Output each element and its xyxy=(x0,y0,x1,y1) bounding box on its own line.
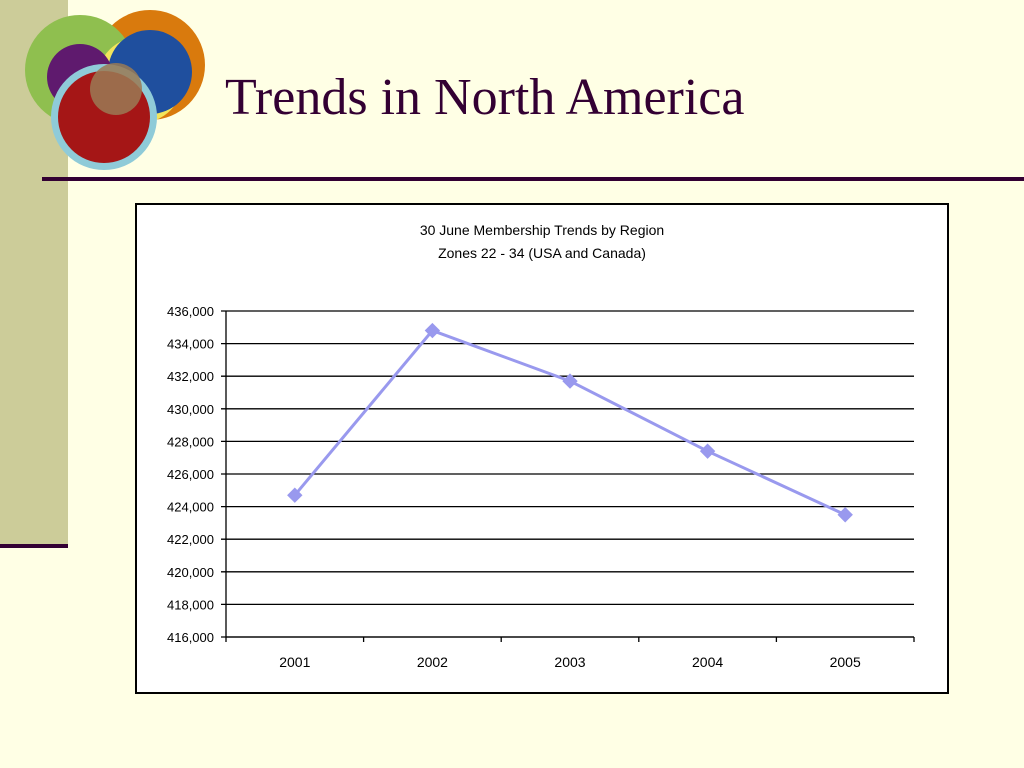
x-tick-labels: 2001 2002 2003 2004 2005 xyxy=(279,654,861,670)
series-layer xyxy=(287,322,853,523)
title-rule xyxy=(42,177,1024,181)
chart-subtitle: Zones 22 - 34 (USA and Canada) xyxy=(438,245,646,261)
axes xyxy=(225,311,915,642)
y-tick-label: 426,000 xyxy=(167,467,214,482)
data-point-marker xyxy=(287,487,303,503)
x-tick-label: 2005 xyxy=(830,654,861,670)
y-tick-label: 428,000 xyxy=(167,434,214,449)
membership-line-chart: 30 June Membership Trends by Region Zone… xyxy=(167,222,915,670)
data-point-marker xyxy=(424,322,441,339)
y-tick-label: 432,000 xyxy=(167,369,214,384)
y-tick-label: 424,000 xyxy=(167,500,214,515)
x-tick-label: 2002 xyxy=(417,654,448,670)
x-tick-label: 2003 xyxy=(554,654,585,670)
y-tick-label: 416,000 xyxy=(167,630,214,645)
y-tick-label: 436,000 xyxy=(167,304,214,319)
side-rule xyxy=(0,544,68,548)
data-point-marker xyxy=(699,443,716,459)
y-tick-label: 434,000 xyxy=(167,337,214,352)
data-point-marker xyxy=(562,373,578,389)
y-tick-labels: 416,000 418,000 420,000 422,000 424,000 426,0… xyxy=(167,304,214,645)
y-tick-label: 430,000 xyxy=(167,402,214,417)
x-tick-label: 2004 xyxy=(692,654,723,670)
gridlines xyxy=(221,310,914,638)
overlapping-circles-logo-icon xyxy=(25,10,205,170)
chart-title: 30 June Membership Trends by Region xyxy=(420,222,664,238)
y-tick-label: 422,000 xyxy=(167,532,214,547)
series-line xyxy=(293,328,846,517)
chart-frame: 30 June Membership Trends by Region Zone… xyxy=(135,203,949,694)
data-point-marker xyxy=(837,507,853,523)
x-tick-label: 2001 xyxy=(279,654,310,670)
slide-title: Trends in North America xyxy=(225,69,745,126)
y-tick-label: 420,000 xyxy=(167,565,214,580)
y-tick-label: 418,000 xyxy=(167,597,214,612)
